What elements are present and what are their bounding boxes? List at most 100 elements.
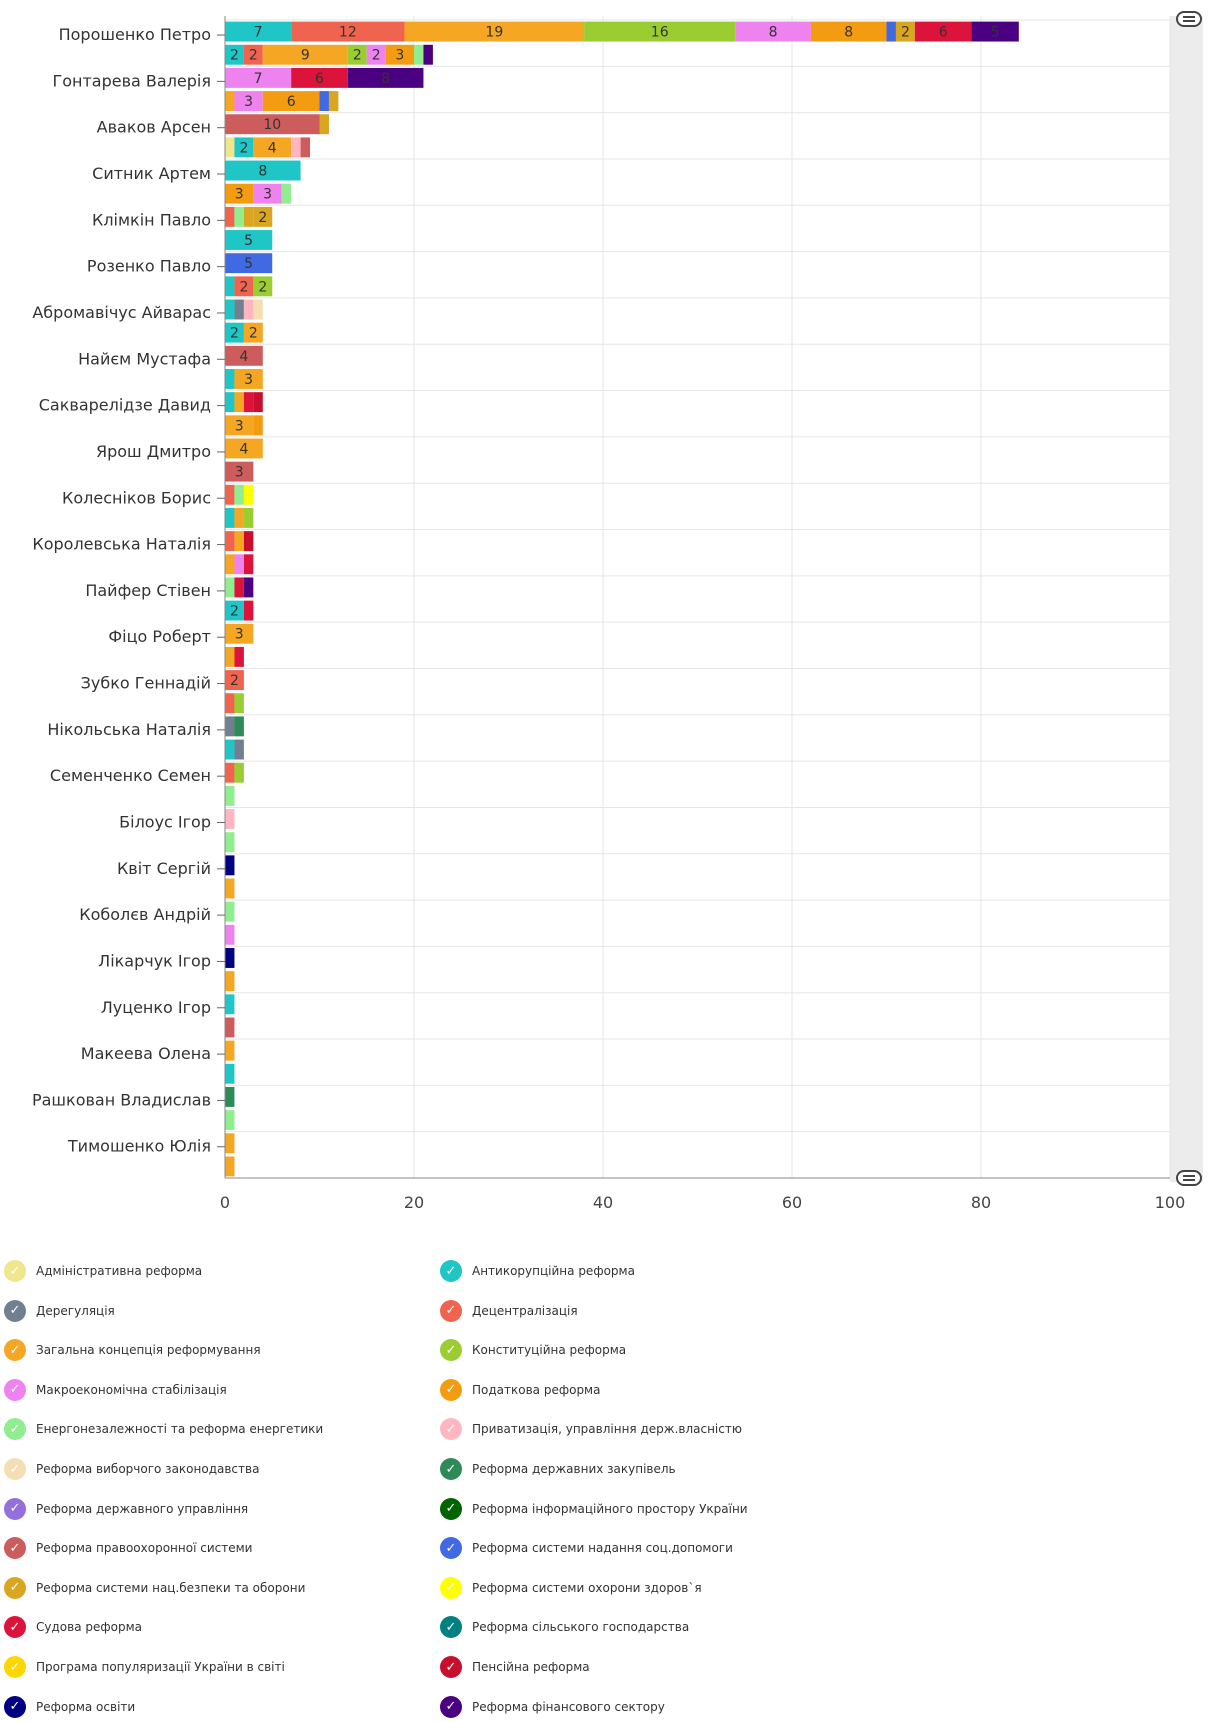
- bar-segment: [225, 91, 235, 112]
- legend-item[interactable]: ✓ Реформа державних закупівель: [440, 1454, 676, 1484]
- data-label: 3: [244, 372, 253, 388]
- legend-item[interactable]: ✓ Енергонезалежності та реформа енергетик…: [4, 1414, 323, 1444]
- legend-item[interactable]: ✓ Реформа системи нац.безпеки та оборони: [4, 1573, 305, 1603]
- legend-item[interactable]: ✓ Реформа інформаційного простору України: [440, 1494, 748, 1524]
- legend-check-icon: ✓: [4, 1339, 26, 1362]
- legend-item[interactable]: ✓ Конституційна реформа: [440, 1335, 626, 1365]
- x-tick-label: 80: [971, 1193, 991, 1212]
- bar-segment: [234, 739, 244, 760]
- chart-menu-bottom-icon[interactable]: [1176, 1170, 1202, 1186]
- legend-label: Реформа державного управління: [36, 1501, 249, 1516]
- legend-item[interactable]: ✓ Реформа освіти: [4, 1692, 135, 1722]
- legend-item[interactable]: ✓ Адміністративна реформа: [4, 1256, 202, 1286]
- data-label: 19: [485, 25, 503, 41]
- legend-label: Пенсійна реформа: [472, 1660, 590, 1674]
- bar-segment: [225, 785, 235, 806]
- x-tick-label: 100: [1155, 1193, 1186, 1212]
- legend-item[interactable]: ✓ Реформа сільського господарства: [440, 1612, 689, 1642]
- data-label: 4: [239, 441, 248, 457]
- legend-item[interactable]: ✓ Реформа фінансового сектору: [440, 1692, 665, 1722]
- bar-segment: [895, 21, 915, 42]
- bar-segment: [225, 415, 254, 436]
- legend-check-icon: ✓: [440, 1497, 462, 1520]
- legend-item[interactable]: ✓ Реформа виборчого законодавства: [4, 1454, 259, 1484]
- data-label: 2: [239, 279, 248, 295]
- category-label: Квіт Сергій: [117, 859, 211, 878]
- category-label: Колесніков Борис: [62, 488, 211, 507]
- bar-segment: [291, 67, 348, 88]
- bar-segment: [281, 183, 292, 204]
- legend-item[interactable]: ✓ Антикорупційна реформа: [440, 1256, 635, 1286]
- legend-label: Реформа фінансового сектору: [472, 1699, 665, 1714]
- legend-label: Реформа системи охорони здоров`я: [472, 1580, 702, 1595]
- data-label: 7: [254, 71, 263, 87]
- bar-segment: [234, 554, 244, 575]
- bar-segment: [319, 114, 329, 135]
- bar-segment: [225, 253, 273, 274]
- legend-item[interactable]: ✓ Децентралізація: [440, 1296, 578, 1326]
- legend-item[interactable]: ✓ Реформа державного управління: [4, 1494, 248, 1524]
- legend-item[interactable]: ✓ Реформа системи охорони здоров`я: [440, 1573, 702, 1603]
- bar-segment: [225, 855, 235, 876]
- bar-segment: [225, 438, 263, 459]
- legend-item[interactable]: ✓ Дерегуляція: [4, 1296, 115, 1326]
- bar-segment: [347, 44, 367, 65]
- bar-segment: [225, 670, 244, 691]
- legend-item[interactable]: ✓ Податкова реформа: [440, 1375, 600, 1405]
- chart-menu-top-icon[interactable]: [1176, 11, 1202, 27]
- category-label: Лікарчук Ігор: [98, 951, 211, 970]
- category-label: Клімкін Павло: [92, 210, 211, 229]
- bar-segment: [225, 21, 292, 42]
- legend-item[interactable]: ✓ Пенсійна реформа: [440, 1652, 590, 1682]
- bar-segment: [225, 206, 235, 227]
- data-label: 3: [244, 94, 253, 110]
- bar-segment: [225, 44, 244, 65]
- bar-segment: [414, 44, 424, 65]
- bar-segment: [291, 137, 301, 158]
- data-label: 10: [263, 117, 281, 133]
- legend-label: Енергонезалежності та реформа енергетики: [36, 1422, 324, 1437]
- category-label: Зубко Геннадій: [81, 674, 211, 693]
- legend-check-icon: ✓: [4, 1695, 26, 1718]
- data-label: 3: [395, 48, 404, 64]
- legend-item[interactable]: ✓ Програма популяризації України в світі: [4, 1652, 285, 1682]
- legend-item[interactable]: ✓ Приватизація, управління держ.власністю: [440, 1414, 742, 1444]
- bar-segment: [225, 577, 235, 598]
- data-label: 2: [372, 48, 381, 64]
- legend-check-icon: ✓: [440, 1418, 462, 1441]
- bar-segment: [243, 322, 263, 343]
- x-tick-label: 20: [404, 1193, 424, 1212]
- legend-item[interactable]: ✓ Загальна концепція реформування: [4, 1335, 261, 1365]
- bar-segment: [225, 67, 292, 88]
- legend-check-icon: ✓: [4, 1378, 26, 1401]
- data-label: 2: [258, 279, 267, 295]
- bar-segment: [225, 924, 235, 945]
- bar-segment: [234, 299, 244, 320]
- data-label: 8: [769, 25, 778, 41]
- legend-item[interactable]: ✓ Макроекономічна стабілізація: [4, 1375, 227, 1405]
- category-label: Макеева Олена: [81, 1044, 211, 1063]
- category-label: Гонтарева Валерія: [52, 71, 211, 90]
- bar-segment: [253, 392, 263, 413]
- bar-segment: [225, 832, 235, 853]
- bar-segment: [291, 21, 405, 42]
- legend-item[interactable]: ✓ Реформа правоохоронної системи: [4, 1533, 252, 1563]
- legend-label: Адміністративна реформа: [36, 1264, 203, 1278]
- bar-segment: [971, 21, 1019, 42]
- data-label: 6: [287, 94, 296, 110]
- bar-segment: [328, 91, 339, 112]
- bar-segment: [810, 21, 887, 42]
- bar-segment: [234, 206, 244, 227]
- legend-check-icon: ✓: [4, 1656, 26, 1678]
- bar-segment: [225, 646, 235, 667]
- bar-segment: [225, 1156, 235, 1177]
- bar-segment: [225, 484, 235, 505]
- bar-segment: [243, 600, 254, 621]
- legend-item[interactable]: ✓ Судова реформа: [4, 1612, 142, 1642]
- data-label: 5: [244, 233, 253, 249]
- x-tick-label: 60: [782, 1193, 802, 1212]
- legend-item[interactable]: ✓ Реформа системи надання соц.допомоги: [440, 1533, 733, 1563]
- data-label: 9: [301, 48, 310, 64]
- data-label: 3: [235, 418, 244, 434]
- legend-label: Дерегуляція: [36, 1303, 115, 1318]
